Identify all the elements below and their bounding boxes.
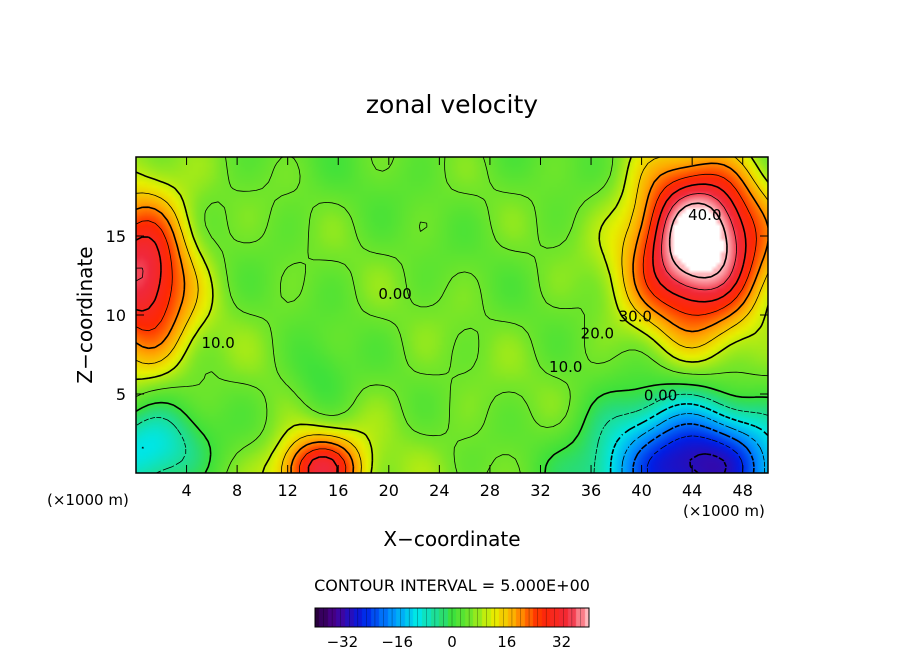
contour-label: 20.0 — [581, 325, 614, 343]
contour-line — [136, 157, 768, 473]
x-tick-label: 20 — [379, 481, 399, 500]
colorbar-tick-label: −32 — [327, 633, 359, 651]
colorbar: −32 −16 0 16 32 — [314, 607, 590, 651]
contour-label: 10.0 — [549, 358, 582, 376]
chart-title: zonal velocity — [366, 90, 538, 119]
colorbar-tick-label: 16 — [497, 633, 516, 651]
x-tick-label: 16 — [328, 481, 348, 500]
contour-label: 40.0 — [688, 206, 721, 224]
x-tick-label: 4 — [181, 481, 191, 500]
contour-line — [141, 403, 768, 473]
contour-label: 30.0 — [619, 307, 652, 325]
contour-label: 0.00 — [644, 386, 677, 404]
y-tick-label: 10 — [106, 306, 126, 325]
contour-labels: 0.00 0.00 10.0 10.0 20.0 30.0 40.0 — [201, 206, 721, 404]
contour-line — [136, 183, 747, 473]
colorbar-tick-label: −16 — [381, 633, 413, 651]
contour-interval-text: CONTOUR INTERVAL = 5.000E+00 — [314, 576, 590, 595]
colorbar-ticks: −32 −16 0 16 32 — [314, 608, 590, 651]
contour-line — [136, 193, 737, 291]
x-tick-label: 44 — [682, 481, 702, 500]
y-tick-label: 15 — [106, 227, 126, 246]
x-tick-label: 8 — [232, 481, 242, 500]
x-tick-label: 24 — [429, 481, 449, 500]
contour-line — [668, 202, 728, 279]
y-tick-label: 5 — [116, 385, 126, 404]
colorbar-tick-label: 32 — [552, 633, 571, 651]
contour-lines — [136, 157, 768, 473]
x-unit-left: (×1000 m) — [47, 491, 129, 509]
x-tick-label: 32 — [530, 481, 550, 500]
x-tick-label: 36 — [581, 481, 601, 500]
x-tick-label: 28 — [480, 481, 500, 500]
heatmap-field — [136, 157, 768, 473]
contour-line — [689, 453, 728, 473]
x-axis-label: X−coordinate — [383, 527, 520, 551]
x-tick-label: 48 — [733, 481, 753, 500]
x-unit-right: (×1000 m) — [683, 502, 765, 520]
contour-line — [136, 173, 757, 473]
y-axis-ticks: 5 10 15 — [106, 227, 768, 404]
colorbar-tick-label: 0 — [447, 633, 457, 651]
x-axis-ticks: 4 8 12 16 20 24 28 32 36 40 44 48 — [181, 157, 753, 500]
y-axis-label: Z−coordinate — [73, 246, 97, 383]
x-tick-label: 12 — [278, 481, 298, 500]
contour-line — [632, 423, 755, 473]
contour-line — [136, 393, 768, 473]
contour-label: 0.00 — [378, 285, 411, 303]
contour-line — [136, 157, 768, 473]
contour-line — [621, 413, 766, 473]
contour-line — [136, 157, 768, 473]
x-tick-label: 40 — [631, 481, 651, 500]
contour-label: 10.0 — [201, 334, 234, 352]
